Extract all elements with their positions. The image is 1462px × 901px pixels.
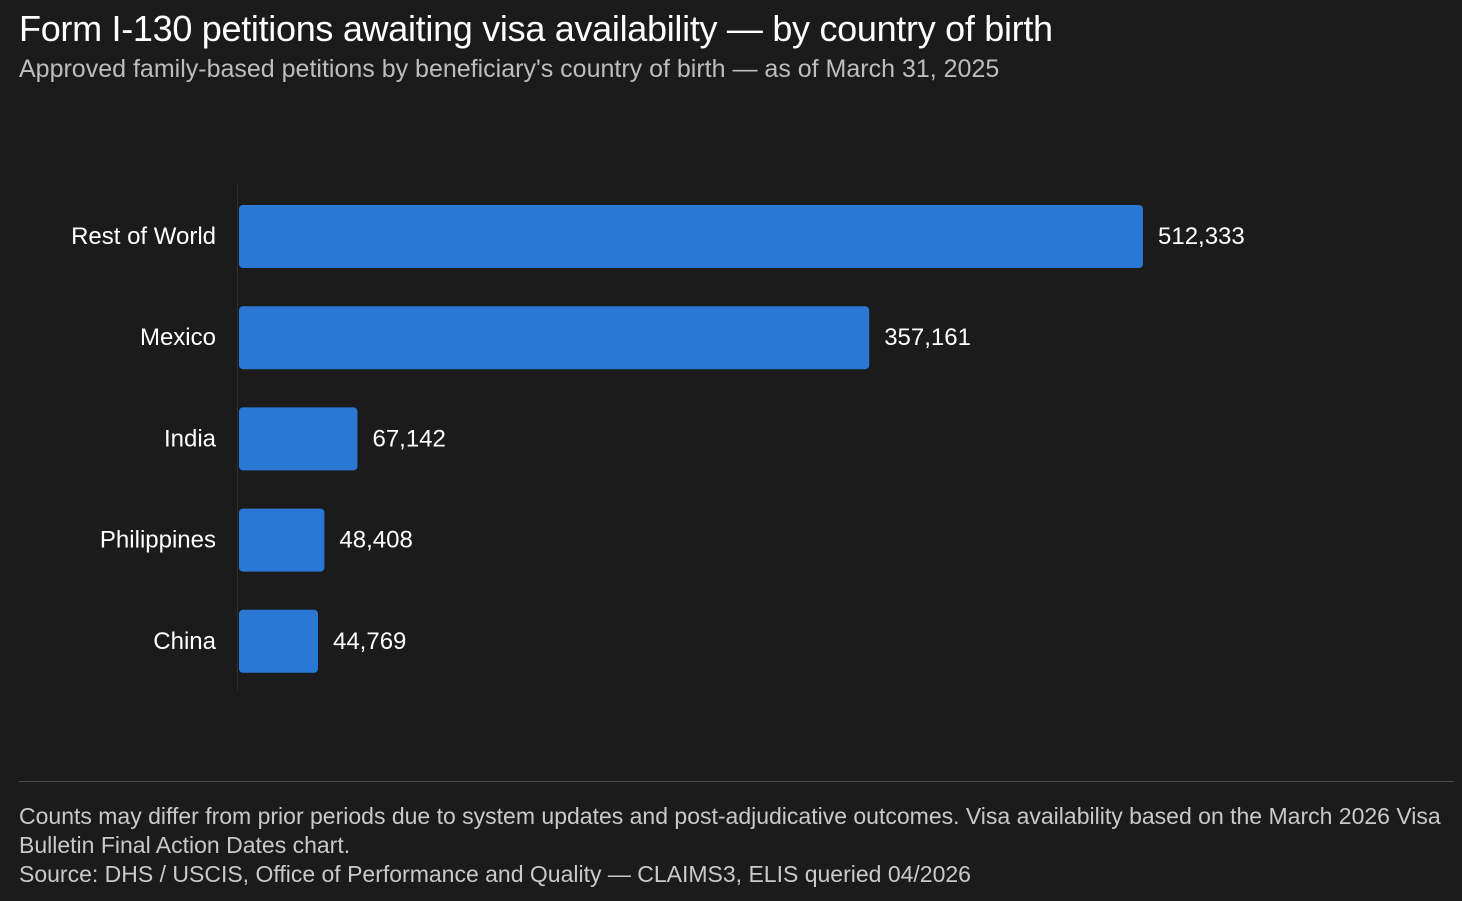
footer-divider: [19, 781, 1454, 782]
chart-subtitle: Approved family-based petitions by benef…: [19, 55, 1000, 83]
footer: Counts may differ from prior periods due…: [19, 802, 1449, 889]
category-label: Mexico: [140, 324, 216, 351]
value-label: 357,161: [884, 324, 971, 351]
bar-rest-of-world: [239, 205, 1143, 268]
value-label: 512,333: [1158, 223, 1245, 250]
category-label: India: [164, 425, 217, 452]
bar-india: [239, 407, 358, 471]
chart-title: Form I-130 petitions awaiting visa avail…: [19, 8, 1053, 49]
value-label: 67,142: [372, 425, 445, 452]
category-label: Philippines: [100, 527, 216, 554]
footer-source: Source: DHS / USCIS, Office of Performan…: [19, 861, 971, 887]
category-label: China: [153, 628, 216, 655]
bar-chart: Rest of World 512,333 Mexico 357,161 India 67…: [71, 185, 1245, 690]
category-label: Rest of World: [71, 223, 216, 250]
bar-philippines: [239, 508, 325, 572]
value-label: 44,769: [333, 628, 406, 655]
value-label: 48,408: [339, 527, 412, 554]
footer-note: Counts may differ from prior periods due…: [19, 803, 1441, 858]
bar-china: [239, 609, 318, 673]
bars-group: Rest of World 512,333 Mexico 357,161 India 67…: [71, 205, 1245, 673]
bar-mexico: [239, 306, 870, 370]
